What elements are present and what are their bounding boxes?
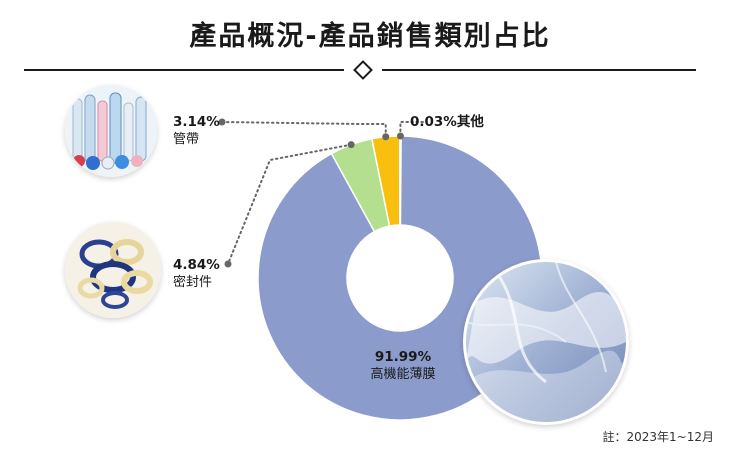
page-title: 產品概況-產品銷售類別占比 [189,21,551,52]
title-divider-right [382,69,696,71]
tubes-photo-icon [65,85,157,177]
leader-tube-end-dot [218,118,226,126]
tube-photo [65,85,157,177]
other-label: 0.03%其他 [410,114,484,131]
leader-lines [218,118,425,268]
seal-rings-photo-icon [65,222,161,318]
tube-pct-label: 3.14% [173,114,220,130]
film-pct-label: 91.99% [374,349,432,365]
film-photo [463,259,629,425]
other-text-label: 0.03%其他 [410,114,484,130]
title-divider-left [24,69,344,71]
leader-other [399,121,425,138]
footnote: 註：2023年1~12月 [602,430,715,444]
tube-name-label: 管帶 [173,132,200,147]
film-photo-icon [466,262,626,422]
film-label: 91.99% 高機能薄膜 [348,349,458,383]
slice-other [398,135,402,226]
leader-other-dot [396,132,404,140]
leader-tube-dot [382,133,390,141]
seal-name-label: 密封件 [173,275,213,290]
tube-label: 3.14% 管帶 [173,114,220,148]
leader-seal-dot [347,141,355,149]
leader-tube [221,121,387,138]
seal-pct-label: 4.84% [173,257,220,273]
film-name-label: 高機能薄膜 [370,367,436,382]
seal-label: 4.84% 密封件 [173,257,220,291]
leader-seal [227,143,353,265]
leader-seal-end-dot [224,260,232,268]
seal-photo [65,222,161,318]
